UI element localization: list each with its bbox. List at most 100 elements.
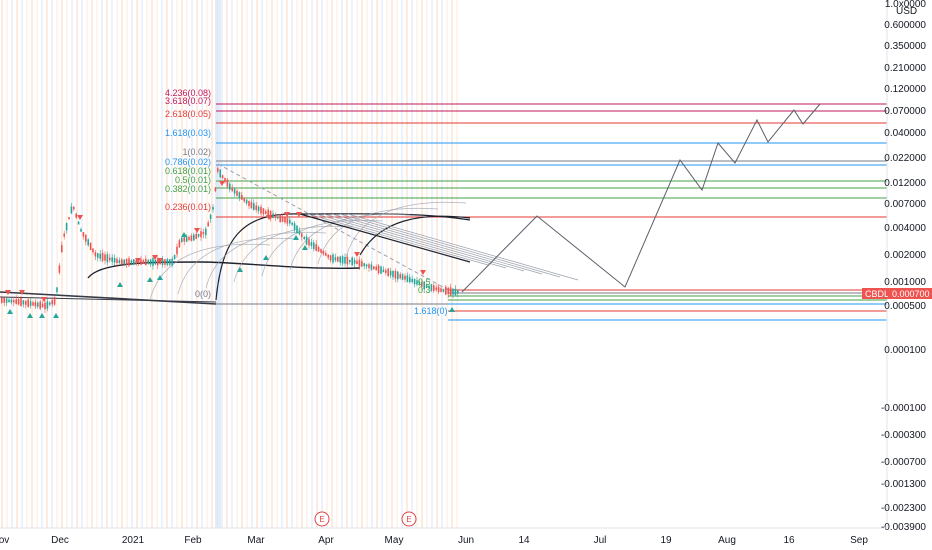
candle-body <box>73 206 75 210</box>
candle-body <box>195 233 197 239</box>
candle-body <box>137 260 140 264</box>
candle-body <box>320 249 322 253</box>
candle-body <box>327 254 329 258</box>
candle-body <box>128 258 130 266</box>
price-tick-label: 1.0x0000 <box>885 0 927 10</box>
candle-body <box>29 301 32 306</box>
candle-body <box>49 302 51 305</box>
earnings-event-circle <box>314 511 330 527</box>
candle-body <box>15 299 17 304</box>
sell-marker <box>420 270 426 275</box>
candle-body <box>341 256 344 264</box>
candle-body <box>80 229 82 232</box>
buy-marker <box>39 313 45 318</box>
price-tick-label: 0.000500 <box>884 301 926 312</box>
candle-body <box>181 237 183 242</box>
fan-curve <box>345 201 467 259</box>
price-tick-label: 0.070000 <box>884 106 926 117</box>
candle-body <box>406 275 409 282</box>
earnings-event-label: E <box>406 515 411 524</box>
candle-body <box>185 236 188 242</box>
candle-body <box>94 252 97 257</box>
time-axis[interactable]: ov Dec 2021 Feb Mar Apr May Jun 14 Jul 19 Aug 16 Sep <box>0 535 868 546</box>
price-tick-label: 0.007000 <box>884 199 926 210</box>
candle-body <box>250 202 253 209</box>
time-tick-label: Mar <box>247 535 265 546</box>
buy-marker <box>27 313 33 318</box>
candle-body <box>382 269 385 273</box>
candle-body <box>337 256 339 262</box>
currency-label: USD <box>896 6 917 17</box>
candle-body <box>164 259 166 265</box>
price-tick-label: -0.000100 <box>881 403 926 414</box>
price-tick-label: 0.120000 <box>884 84 926 95</box>
candle-body <box>53 296 56 305</box>
candle-body <box>82 232 85 237</box>
candle-body <box>332 254 334 263</box>
sell-marker <box>194 228 200 233</box>
price-badge <box>888 288 932 299</box>
candle-body <box>3 297 5 303</box>
buy-marker <box>302 245 308 250</box>
candle-body <box>440 288 442 292</box>
candle-body <box>380 266 382 274</box>
candle-body <box>214 187 217 191</box>
buy-marker <box>293 235 299 240</box>
fan-curve <box>317 207 439 265</box>
time-tick-label: 19 <box>660 535 672 546</box>
candle-body <box>349 260 351 263</box>
candle-body <box>358 259 361 267</box>
price-axis[interactable]: 1.0x0000 0.600000 0.350000 0.210000 0.120000… <box>881 0 926 533</box>
candle-body <box>286 218 289 224</box>
candle-body <box>212 206 214 210</box>
buy-marker <box>237 267 243 272</box>
candle-body <box>89 242 92 250</box>
price-tick-label: 0.000100 <box>884 345 926 356</box>
candle-body <box>65 223 68 231</box>
earnings-event-circle <box>401 511 417 527</box>
symbol-badge-text: CBDL <box>865 289 889 299</box>
candle-body <box>289 219 291 224</box>
candle-body <box>423 281 425 290</box>
candle-body <box>363 263 365 267</box>
candle-body <box>63 233 65 237</box>
last-price-badge: CBDL 0.000700 <box>862 288 932 299</box>
buy-marker <box>53 313 59 318</box>
fib-level-label: 0.382(0.01) <box>165 184 211 194</box>
session-bands <box>1 0 458 528</box>
fib-level-label: 0.5 <box>418 277 431 287</box>
sell-marker <box>266 215 272 220</box>
candle-body <box>51 299 53 305</box>
candle-body <box>219 169 221 178</box>
candle-body <box>445 286 447 295</box>
time-tick-label: ov <box>0 535 9 546</box>
candle-body <box>269 211 272 219</box>
candle-body <box>346 257 349 265</box>
candle-body <box>58 265 61 273</box>
candle-body <box>20 298 22 306</box>
sell-marker <box>41 297 47 302</box>
candle-body <box>322 251 325 255</box>
fib-level-label: 1.618(0) <box>414 306 448 316</box>
candle-body <box>10 299 13 303</box>
fan-curve <box>149 243 271 301</box>
candle-body <box>413 278 416 285</box>
candle-body <box>77 221 80 225</box>
candle-body <box>130 260 133 264</box>
buy-marker <box>7 309 13 314</box>
time-tick-label: Aug <box>718 535 736 546</box>
candle-body <box>221 175 224 179</box>
price-tick-label: 0.210000 <box>884 63 926 74</box>
candle-body <box>452 288 454 295</box>
fan-ray <box>339 213 561 278</box>
candle-body <box>87 239 89 246</box>
candle-body <box>46 301 49 309</box>
buy-marker <box>117 282 123 287</box>
fan-curve <box>359 215 471 256</box>
candle-body <box>140 259 142 265</box>
candle-body <box>305 236 308 245</box>
projection-line <box>461 103 821 293</box>
candle-body <box>85 235 87 242</box>
candle-body <box>207 222 209 227</box>
